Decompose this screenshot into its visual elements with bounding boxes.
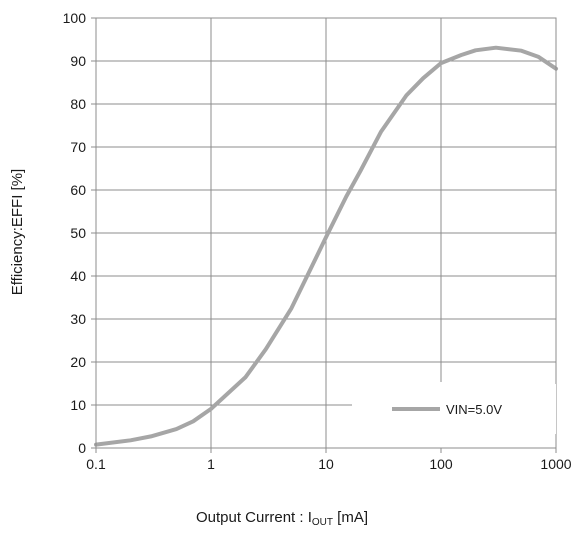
y-tick-label: 80 xyxy=(70,96,86,112)
y-tick-label: 100 xyxy=(63,10,87,26)
x-axis-label-unit: [mA] xyxy=(333,509,368,526)
series-layer xyxy=(94,45,558,447)
y-tick-label: 60 xyxy=(70,182,86,198)
y-axis-label: Efficiency:EFFI [%] xyxy=(9,169,26,295)
y-tick-label: 70 xyxy=(70,139,86,155)
y-tick-label: 30 xyxy=(70,311,86,327)
y-tick-label: 0 xyxy=(78,440,86,456)
x-axis-label-main: Output Current : I xyxy=(196,509,312,526)
legend-background xyxy=(352,384,556,434)
x-tick-label: 1 xyxy=(207,456,215,472)
x-tick-label: 10 xyxy=(318,456,334,472)
tick-labels: 0 10 20 30 40 50 60 70 80 90 100 0.1 1 10 100 1000 xyxy=(63,10,572,472)
x-tick-label: 1000 xyxy=(540,456,571,472)
x-tick-label: 100 xyxy=(429,456,453,472)
legend: VIN=5.0V xyxy=(352,384,556,434)
y-tick-label: 90 xyxy=(70,53,86,69)
x-axis-label-subscript: OUT xyxy=(312,517,333,528)
y-tick-label: 20 xyxy=(70,354,86,370)
y-tick-label: 10 xyxy=(70,397,86,413)
x-tick-label: 0.1 xyxy=(86,456,106,472)
y-tick-label: 50 xyxy=(70,225,86,241)
series-line xyxy=(94,45,558,447)
y-tick-label: 40 xyxy=(70,268,86,284)
legend-label: VIN=5.0V xyxy=(446,402,502,417)
x-axis-label: Output Current : IOUT [mA] xyxy=(196,509,368,528)
plot-frame xyxy=(91,17,557,453)
